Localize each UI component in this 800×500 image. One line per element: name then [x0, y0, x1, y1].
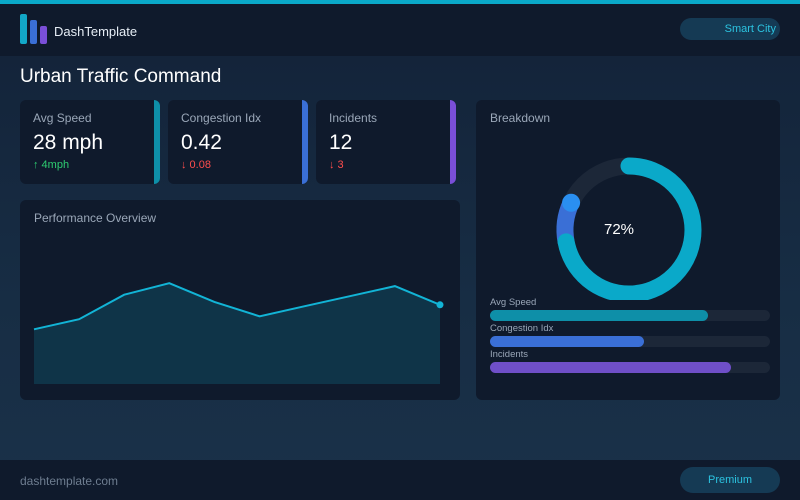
premium-button[interactable]: Premium [680, 467, 780, 493]
bar-label-congestion: Congestion Idx [490, 323, 554, 334]
kpi-card-incidents: Incidents 12 ↓ 3 [316, 100, 456, 184]
bar-track-incidents [490, 362, 770, 373]
performance-area-chart [33, 282, 444, 384]
bar-fill-incidents [490, 362, 731, 373]
breakdown-panel: Breakdown 72% Avg Speed Congestion Idx I… [476, 100, 780, 400]
kpi-value: 0.42 [181, 131, 222, 154]
performance-area-fill [34, 283, 440, 384]
smart-city-label: Smart City [724, 23, 776, 35]
bar-fill-avg-speed [490, 310, 709, 321]
app-footer: dashtemplate.com Premium [0, 460, 800, 500]
bar-track-avg-speed [490, 310, 770, 321]
kpi-value: 28 mph [33, 131, 104, 154]
kpi-delta: ↓ 3 [329, 159, 344, 171]
donut-center-label: 72% [604, 221, 635, 238]
kpi-label: Incidents [329, 111, 378, 125]
breakdown-title: Breakdown [490, 111, 551, 125]
kpi-label: Avg Speed [33, 111, 92, 125]
bar-label-avg-speed: Avg Speed [490, 297, 537, 308]
kpi-delta: ↓ 0.08 [181, 159, 211, 171]
kpi-accent-stripe [450, 100, 456, 184]
app-header: DashTemplate Smart City [0, 4, 800, 56]
breakdown-donut [556, 157, 702, 300]
dashtemplate-logo-icon[interactable] [20, 14, 50, 44]
page-title: Urban Traffic Command [20, 66, 222, 87]
kpi-card-avg-speed: Avg Speed 28 mph ↑ 4mph [20, 100, 160, 184]
kpi-card-congestion: Congestion Idx 0.42 ↓ 0.08 [168, 100, 308, 184]
donut-marker [562, 193, 581, 212]
kpi-delta: ↑ 4mph [33, 159, 70, 171]
kpi-value: 12 [329, 131, 353, 154]
kpi-label: Congestion Idx [181, 111, 262, 125]
brand-name[interactable]: DashTemplate [54, 24, 138, 39]
top-accent-bar [0, 0, 800, 4]
bar-track-congestion [490, 336, 770, 347]
kpi-accent-stripe [302, 100, 308, 184]
performance-line [33, 282, 441, 331]
bar-fill-congestion [490, 336, 644, 347]
smart-city-pill[interactable]: Smart City [680, 18, 780, 40]
performance-panel: Performance Overview [20, 200, 460, 400]
kpi-accent-stripe [154, 100, 160, 184]
donut-primary-segment [556, 157, 702, 300]
footer-link[interactable]: dashtemplate.com [20, 474, 119, 488]
performance-end-marker [436, 301, 444, 309]
bar-label-incidents: Incidents [490, 349, 529, 360]
performance-title: Performance Overview [34, 211, 157, 225]
